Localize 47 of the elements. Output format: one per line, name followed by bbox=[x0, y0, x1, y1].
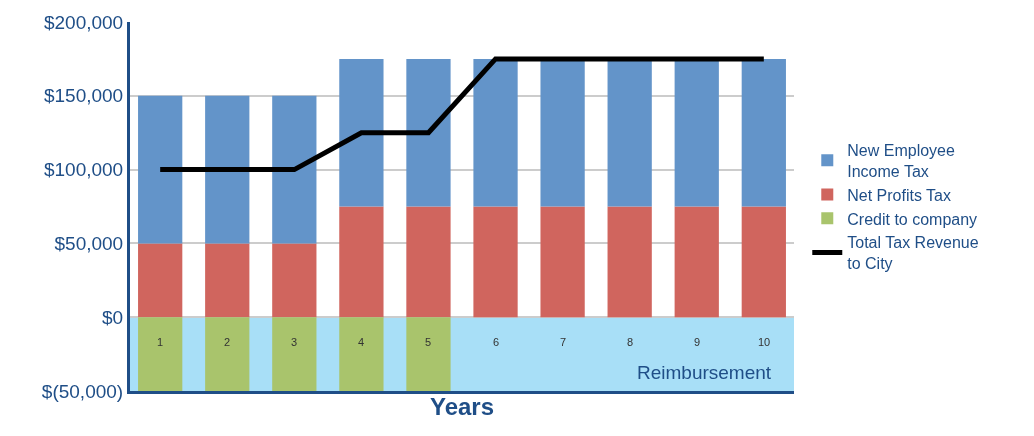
band-label: Reimbursement bbox=[637, 362, 772, 383]
bar bbox=[741, 58, 786, 207]
bar bbox=[540, 58, 585, 207]
x-tick-label: 5 bbox=[425, 336, 432, 348]
bar bbox=[741, 206, 786, 318]
bar bbox=[205, 317, 250, 391]
legend-label: New Employee Income Tax bbox=[847, 142, 955, 180]
bar bbox=[138, 243, 183, 318]
bar bbox=[607, 58, 652, 207]
bar bbox=[406, 58, 451, 207]
x-tick-label: 2 bbox=[224, 336, 231, 348]
bar bbox=[205, 95, 250, 244]
bar bbox=[138, 317, 183, 391]
y-tick-label: $50,000 bbox=[54, 233, 124, 255]
bar bbox=[272, 95, 317, 244]
bar bbox=[272, 317, 317, 391]
x-tick-label: 7 bbox=[560, 336, 567, 348]
bar bbox=[339, 317, 384, 391]
bar bbox=[272, 243, 317, 318]
y-tick-label: $0 bbox=[102, 306, 124, 328]
y-tick-label: $150,000 bbox=[43, 85, 124, 107]
x-tick-label: 10 bbox=[758, 336, 771, 348]
legend-label: Net Profits Tax bbox=[847, 186, 952, 204]
bar bbox=[473, 58, 518, 207]
bar bbox=[339, 58, 384, 207]
x-tick-label: 3 bbox=[291, 336, 298, 348]
x-tick-label: 8 bbox=[627, 336, 634, 348]
bar bbox=[406, 317, 451, 391]
y-tick-label: $100,000 bbox=[43, 159, 124, 181]
x-axis-title: Years bbox=[429, 393, 495, 421]
bar bbox=[674, 58, 719, 207]
x-tick-label: 9 bbox=[694, 336, 701, 348]
bar bbox=[339, 206, 384, 318]
bar bbox=[473, 206, 518, 318]
bar bbox=[540, 206, 585, 318]
bar bbox=[138, 95, 183, 244]
bar bbox=[674, 206, 719, 318]
x-tick-label: 4 bbox=[358, 336, 365, 348]
bar bbox=[205, 243, 250, 318]
x-tick-label: 1 bbox=[157, 336, 164, 348]
bar bbox=[607, 206, 652, 318]
bar bbox=[406, 206, 451, 318]
y-tick-label: $200,000 bbox=[43, 11, 124, 33]
y-tick-label: $(50,000) bbox=[41, 380, 124, 402]
x-tick-label: 6 bbox=[493, 336, 500, 348]
legend-label: Credit to company bbox=[847, 210, 978, 228]
legend-label: Total Tax Revenue to City bbox=[847, 234, 979, 273]
